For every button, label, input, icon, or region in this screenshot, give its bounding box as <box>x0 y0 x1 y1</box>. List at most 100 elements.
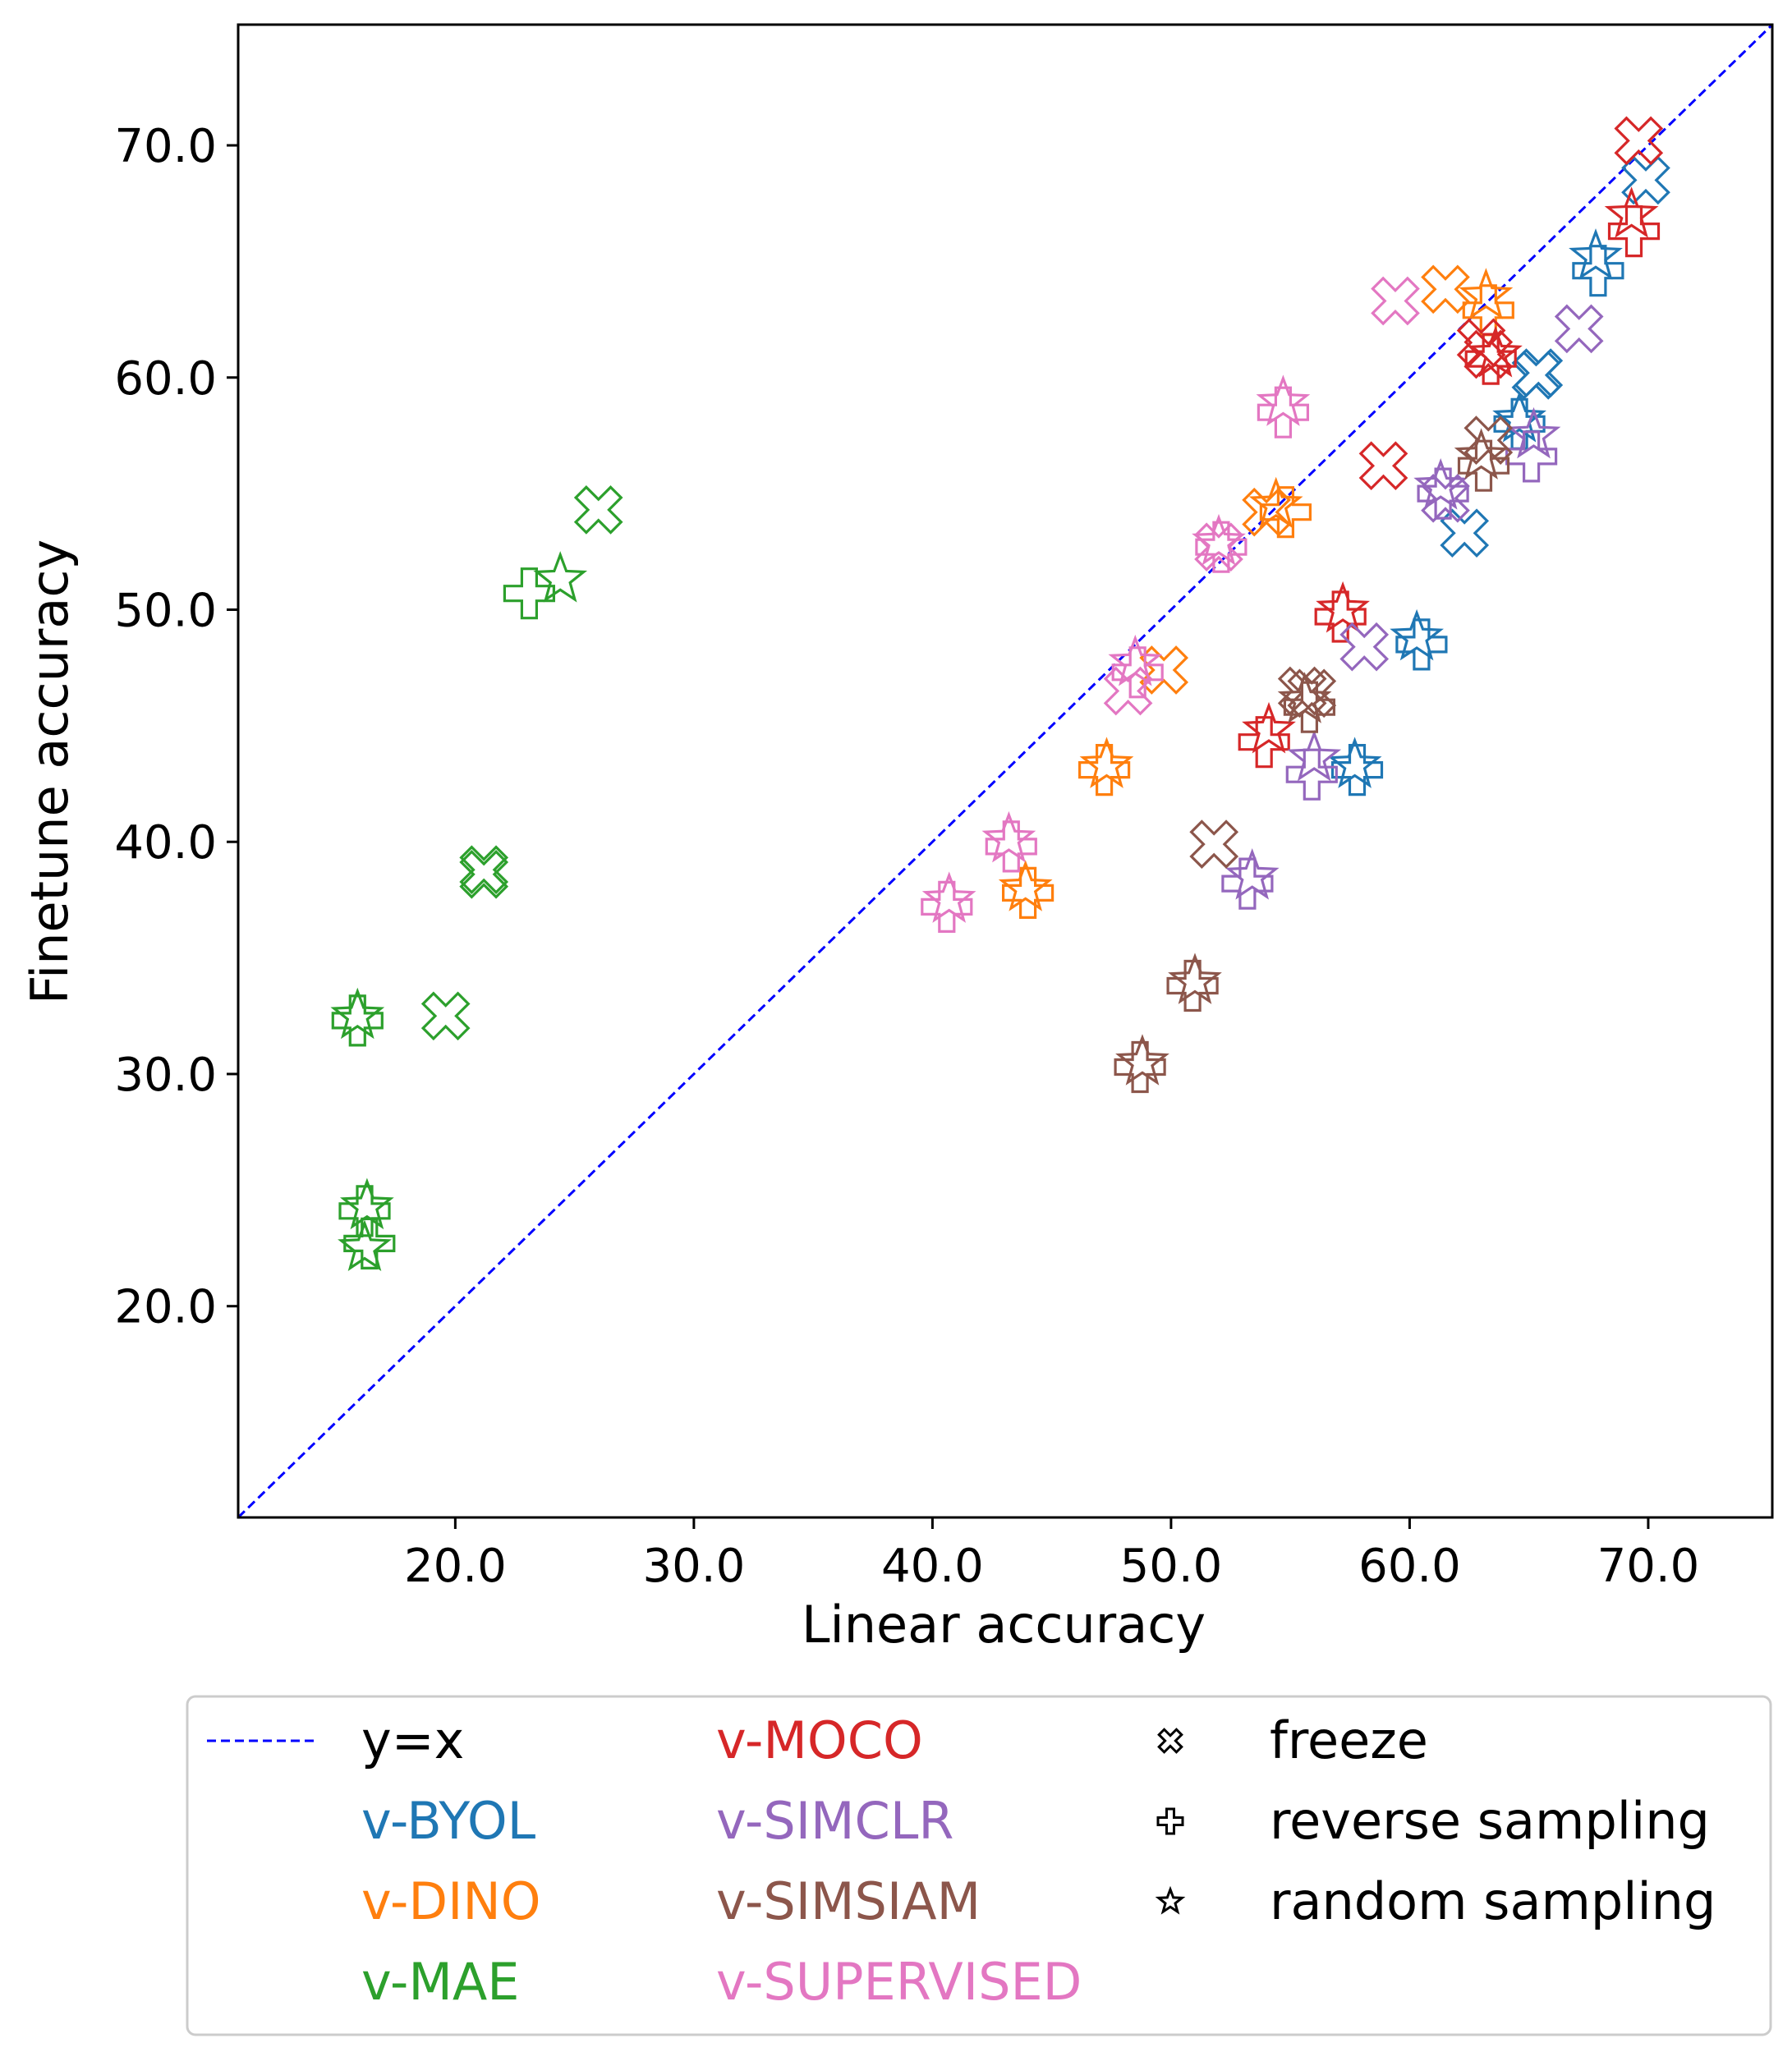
legend-series-label: v-SIMSIAM <box>716 1871 981 1931</box>
series-v-SIMSIAM <box>1114 415 1514 1094</box>
series-v-MOCO <box>1238 116 1664 769</box>
data-point <box>1283 681 1336 733</box>
x-axis-label: Linear accuracy <box>802 1595 1206 1655</box>
x-tick-label: 70.0 <box>1597 1540 1700 1593</box>
plot-layer <box>238 25 1772 1517</box>
data-point <box>1492 391 1546 443</box>
data-point <box>1192 513 1246 566</box>
data-point <box>1285 748 1338 801</box>
data-point <box>1421 473 1470 523</box>
y-tick-label: 60.0 <box>114 352 217 406</box>
data-point <box>1108 634 1163 686</box>
data-point <box>338 1185 391 1237</box>
data-point <box>1166 959 1219 1012</box>
data-point <box>1417 467 1469 520</box>
data-point <box>573 485 623 535</box>
data-point <box>1277 672 1332 723</box>
data-point <box>1189 819 1239 869</box>
data-point <box>1248 476 1303 529</box>
data-point <box>459 845 509 895</box>
series-v-SIMCLR <box>1221 304 1604 910</box>
y-tick-label: 20.0 <box>114 1281 217 1334</box>
data-point <box>1287 729 1342 782</box>
data-point <box>1390 608 1444 661</box>
data-point <box>420 991 471 1041</box>
legend-series-label: v-DINO <box>361 1871 541 1931</box>
data-point <box>1463 329 1514 379</box>
data-point <box>1195 521 1248 573</box>
x-tick-label: 60.0 <box>1358 1540 1461 1593</box>
data-point <box>1339 622 1390 672</box>
data-point <box>1506 406 1561 459</box>
data-point <box>503 567 556 620</box>
y-tick-label: 50.0 <box>114 584 217 637</box>
legend-marker-label: freeze <box>1270 1710 1428 1770</box>
y-axis-label: Finetune accuracy <box>20 539 80 1004</box>
data-point <box>921 880 973 934</box>
data-point <box>331 994 384 1047</box>
data-point <box>1242 487 1291 537</box>
data-point <box>1103 666 1153 716</box>
series-v-BYOL <box>1327 155 1670 796</box>
data-point <box>1257 386 1310 438</box>
legend-series-label: v-MOCO <box>716 1710 923 1770</box>
legend-marker-label: random sampling <box>1270 1871 1716 1931</box>
data-point <box>340 1177 394 1230</box>
legend-series-label: v-BYOL <box>361 1791 536 1851</box>
data-point <box>1614 116 1664 166</box>
data-point <box>1225 848 1280 900</box>
data-point <box>1115 1034 1169 1086</box>
legend-series-label: v-SUPERVISED <box>716 1952 1082 2012</box>
data-point <box>1459 268 1514 319</box>
data-point <box>1607 205 1661 258</box>
data-point <box>330 987 385 1040</box>
y-tick-label: 70.0 <box>114 120 217 173</box>
legend-series-label: v-SIMCLR <box>716 1791 953 1851</box>
data-point <box>1454 428 1509 480</box>
data-point <box>1440 508 1490 558</box>
legend-box <box>186 1695 1772 2036</box>
data-point <box>1238 716 1290 769</box>
data-point <box>1316 581 1370 633</box>
x-tick-label: 40.0 <box>881 1540 984 1593</box>
data-point <box>1079 737 1134 788</box>
x-tick-label: 20.0 <box>404 1540 507 1593</box>
data-point <box>1371 276 1420 326</box>
data-point <box>1464 333 1517 385</box>
data-point <box>343 1217 396 1270</box>
data-point <box>998 860 1053 911</box>
data-point <box>1511 351 1561 400</box>
data-point <box>1468 325 1523 378</box>
data-point <box>981 810 1036 863</box>
legend-marker-random <box>1155 1885 1186 1915</box>
data-point <box>1168 953 1222 1004</box>
data-point <box>1256 374 1311 426</box>
series-v-DINO <box>998 264 1514 920</box>
axis-layer: 20.0 30.0 40.0 50.0 60.0 70.0 20.0 30.0 40.0 50.0… <box>114 23 1774 1593</box>
y-tick-label: 30.0 <box>114 1049 217 1102</box>
legend-series-label: v-MAE <box>361 1952 519 2012</box>
data-point <box>1569 228 1623 280</box>
data-point <box>985 820 1037 873</box>
data-point <box>1330 743 1384 796</box>
data-point <box>1463 415 1514 465</box>
data-point <box>1242 701 1296 754</box>
data-point <box>1314 590 1367 643</box>
reference-line-y-equals-x <box>238 25 1772 1517</box>
series-v-SUPERVISED <box>921 276 1420 934</box>
y-tick-label: 40.0 <box>114 816 217 870</box>
legend-marker-freeze <box>1157 1728 1183 1754</box>
data-point <box>1554 304 1604 354</box>
data-point <box>1114 1040 1166 1094</box>
data-point <box>1604 186 1659 238</box>
legend: y=x v-BYOL v-DINO v-MAE v-MOCO v-SIMCLR v-SIMS… <box>186 1695 1772 2036</box>
x-tick-label: 30.0 <box>643 1540 746 1593</box>
plot-frame <box>237 23 1774 1519</box>
data-point <box>1001 866 1055 920</box>
series-v-MAE <box>330 485 623 1271</box>
data-point <box>459 849 509 899</box>
data-point <box>1139 645 1189 695</box>
data-point <box>1358 441 1408 491</box>
x-tick-label: 50.0 <box>1120 1540 1223 1593</box>
